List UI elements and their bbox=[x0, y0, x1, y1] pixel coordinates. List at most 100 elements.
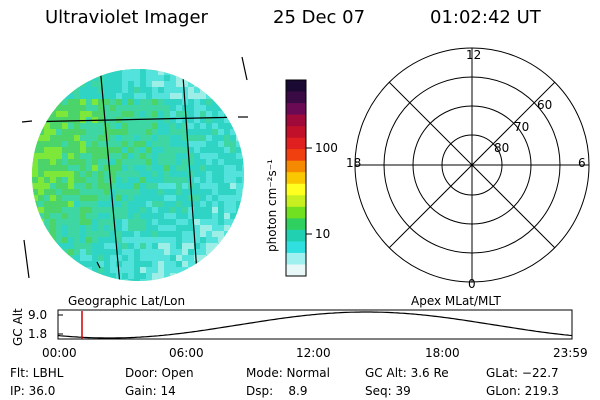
uv-pixel bbox=[200, 141, 207, 148]
uv-pixel bbox=[170, 231, 177, 238]
uv-pixel bbox=[122, 147, 129, 154]
uv-pixel bbox=[164, 267, 171, 274]
uv-pixel bbox=[68, 195, 75, 202]
uv-pixel bbox=[44, 225, 51, 232]
uv-pixel bbox=[140, 219, 147, 226]
uv-pixel bbox=[50, 117, 57, 124]
colorbar-label-100: 100 bbox=[315, 141, 338, 155]
uv-pixel bbox=[236, 153, 243, 160]
uv-pixel bbox=[86, 171, 93, 178]
uv-pixel bbox=[134, 273, 141, 280]
uv-pixel bbox=[188, 249, 195, 256]
uv-pixel bbox=[116, 147, 123, 154]
uv-pixel bbox=[32, 153, 39, 160]
uv-pixel bbox=[56, 147, 63, 154]
uv-pixel bbox=[86, 207, 93, 214]
uv-pixel bbox=[74, 255, 81, 262]
uv-pixel bbox=[206, 129, 213, 136]
uv-pixel bbox=[122, 249, 129, 256]
uv-pixel bbox=[230, 159, 237, 166]
uv-pixel bbox=[92, 141, 99, 148]
uv-pixel bbox=[134, 117, 141, 124]
uv-pixel bbox=[116, 213, 123, 220]
uv-pixel bbox=[188, 117, 195, 124]
uv-pixel bbox=[140, 183, 147, 190]
uv-pixel bbox=[56, 129, 63, 136]
uv-pixel bbox=[122, 237, 129, 244]
uv-pixel bbox=[50, 195, 57, 202]
uv-pixel bbox=[182, 93, 189, 100]
uv-pixel bbox=[164, 177, 171, 184]
uv-pixel bbox=[182, 207, 189, 214]
uv-pixel bbox=[158, 147, 165, 154]
uv-pixel bbox=[188, 93, 195, 100]
uv-pixel bbox=[128, 141, 135, 148]
uv-pixel bbox=[44, 213, 51, 220]
uv-pixel bbox=[152, 267, 159, 274]
uv-pixel bbox=[236, 213, 243, 220]
uv-pixel bbox=[86, 159, 93, 166]
uv-pixel bbox=[98, 255, 105, 262]
polar-grid bbox=[354, 47, 590, 283]
uv-pixel bbox=[218, 159, 225, 166]
uv-pixel bbox=[134, 237, 141, 244]
uv-pixel bbox=[146, 255, 153, 262]
uv-pixel bbox=[170, 219, 177, 226]
uv-pixel bbox=[206, 213, 213, 220]
uv-pixel bbox=[242, 213, 244, 220]
uv-pixel bbox=[164, 249, 171, 256]
uv-pixel bbox=[164, 273, 171, 280]
uv-pixel bbox=[206, 87, 213, 94]
uv-pixel bbox=[86, 147, 93, 154]
uv-pixel bbox=[170, 237, 177, 244]
uv-pixel bbox=[242, 147, 244, 154]
uv-pixel bbox=[92, 171, 99, 178]
colorbar-segment bbox=[286, 264, 306, 277]
uv-pixel bbox=[140, 273, 147, 280]
uv-pixel bbox=[104, 213, 111, 220]
uv-pixel bbox=[92, 183, 99, 190]
uv-pixel bbox=[74, 213, 81, 220]
uv-pixel bbox=[104, 129, 111, 136]
uv-pixel bbox=[224, 171, 231, 178]
uv-pixel bbox=[128, 81, 135, 88]
uv-pixel bbox=[134, 93, 141, 100]
uv-pixel bbox=[206, 177, 213, 184]
uv-pixel bbox=[182, 129, 189, 136]
uv-pixel bbox=[212, 93, 219, 100]
uv-pixel bbox=[62, 123, 69, 130]
uv-pixel bbox=[116, 159, 123, 166]
uv-pixel bbox=[122, 105, 129, 112]
uv-pixel bbox=[212, 225, 219, 232]
uv-pixel bbox=[128, 75, 135, 82]
uv-pixel bbox=[110, 99, 117, 106]
uv-pixel bbox=[134, 135, 141, 142]
colorbar-segment bbox=[286, 183, 306, 196]
uv-pixel bbox=[116, 135, 123, 142]
uv-pixel bbox=[98, 243, 105, 250]
uv-pixel bbox=[140, 189, 147, 196]
uv-pixel bbox=[146, 99, 153, 106]
uv-pixel bbox=[86, 195, 93, 202]
uv-pixel bbox=[170, 75, 177, 82]
uv-pixel bbox=[86, 273, 93, 280]
uv-pixel bbox=[50, 159, 57, 166]
uv-pixel bbox=[104, 231, 111, 238]
uv-pixel bbox=[218, 219, 225, 226]
uv-pixel bbox=[74, 177, 81, 184]
uv-pixel bbox=[134, 267, 141, 274]
uv-pixel bbox=[188, 237, 195, 244]
uv-pixel bbox=[164, 207, 171, 214]
uv-pixel bbox=[50, 189, 57, 196]
uv-pixel bbox=[218, 135, 225, 142]
uv-pixel bbox=[182, 177, 189, 184]
uv-pixel bbox=[80, 189, 87, 196]
uv-pixel bbox=[206, 201, 213, 208]
uv-pixel bbox=[152, 189, 159, 196]
uv-pixel bbox=[122, 195, 129, 202]
uv-pixel bbox=[158, 93, 165, 100]
colorbar-segment bbox=[286, 229, 306, 243]
uv-pixel bbox=[194, 129, 201, 136]
uv-pixel bbox=[80, 159, 87, 166]
uv-pixel bbox=[212, 255, 219, 262]
